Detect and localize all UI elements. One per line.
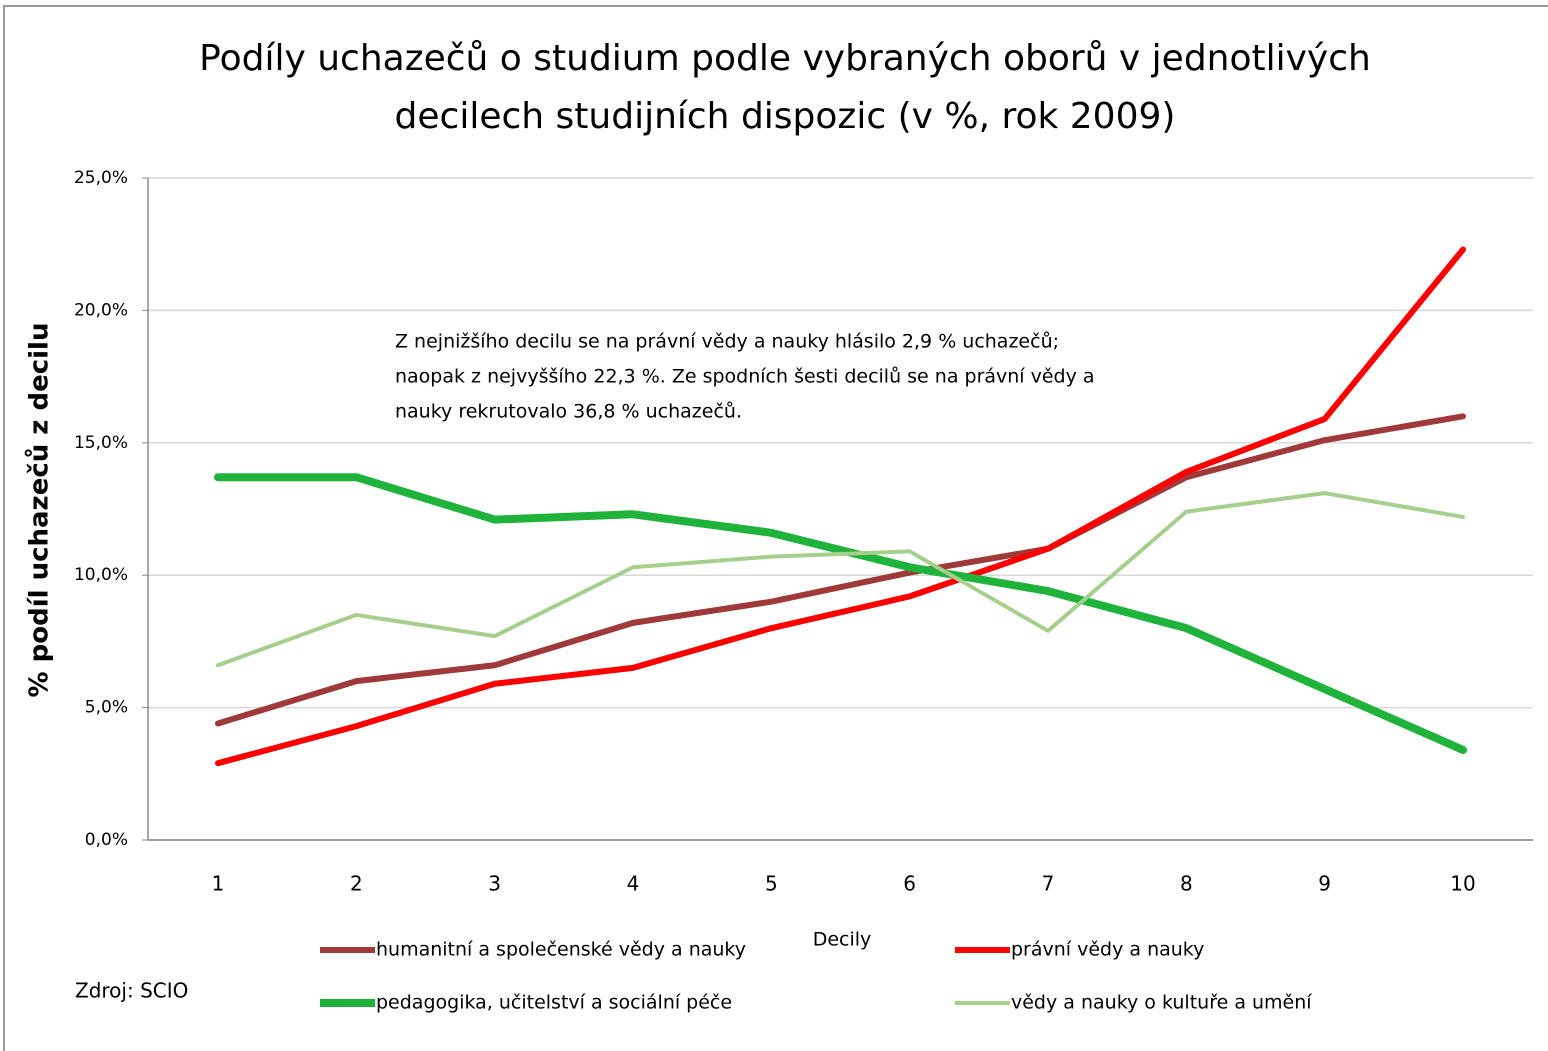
chart-title: Podíly uchazečů o studium podle vybranýc… [199,38,1371,79]
series-line [215,413,1466,727]
x-tick-label: 7 [1042,872,1055,896]
y-tick-label: 10,0% [74,565,128,585]
x-tick-label: 10 [1450,872,1475,896]
x-tick-label: 9 [1318,872,1331,896]
x-tick-label: 5 [765,872,778,896]
x-tick-label: 3 [488,872,501,896]
x-axis-label: Decily [813,929,872,951]
y-axis-label: % podíl uchazečů z decilu [24,323,55,698]
x-tick-label: 8 [1180,872,1193,896]
y-tick-label: 25,0% [74,168,128,188]
x-tick-label: 6 [903,872,916,896]
legend-label: vědy a nauky o kultuře a umění [1011,992,1312,1014]
y-tick-label: 5,0% [85,698,128,718]
legend-label: humanitní a společenské vědy a nauky [376,939,746,961]
annotation: nauky rekrutovalo 36,8 % uchazečů. [395,401,742,423]
series-line [214,473,1467,754]
source: Zdroj: SCIO [75,979,188,1003]
annotation: naopak z nejvyššího 22,3 %. Ze spodních … [395,366,1095,388]
y-tick-label: 20,0% [74,300,128,320]
y-tick-label: 0,0% [85,830,128,850]
x-tick-label: 1 [212,872,225,896]
series-line [216,491,1465,668]
x-tick-label: 4 [627,872,640,896]
chart-title: decilech studijních dispozic (v %, rok 2… [395,96,1176,137]
series-line [215,246,1466,767]
legend-label: pedagogika, učitelství a sociální péče [376,992,732,1014]
x-tick-label: 2 [350,872,363,896]
annotation: Z nejnižšího decilu se na právní vědy a … [395,331,1059,353]
frame [3,5,1548,1051]
y-tick-label: 15,0% [74,433,128,453]
legend-label: právní vědy a nauky [1011,939,1204,961]
